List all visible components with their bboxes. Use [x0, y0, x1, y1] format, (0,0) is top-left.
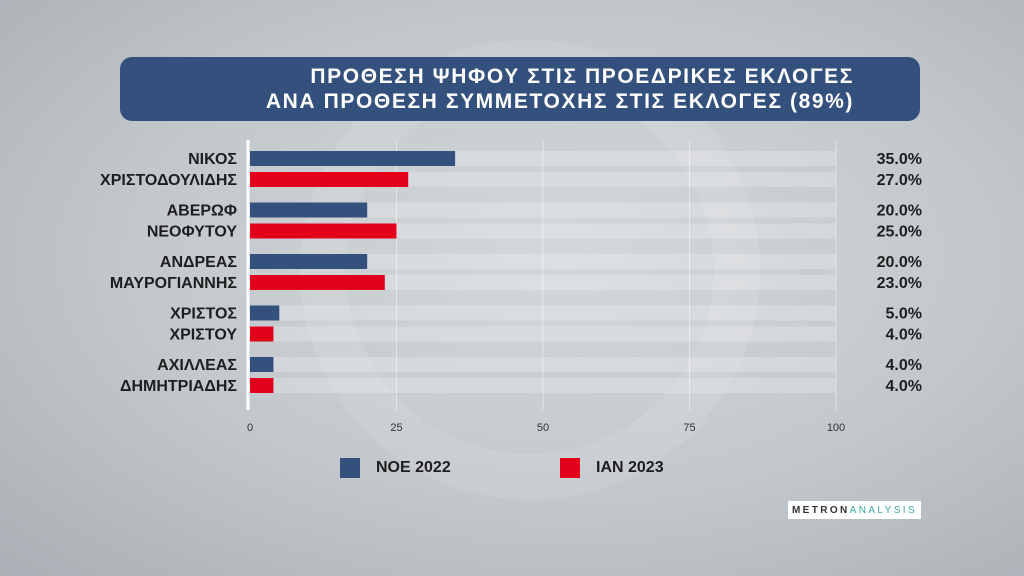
bar-series2 [250, 223, 397, 239]
x-tick-label: 75 [683, 422, 695, 434]
bar-track [250, 305, 836, 321]
bar-track [250, 378, 836, 393]
chart-title-box: ΠΡΟΘΕΣΗ ΨΗΦΟΥ ΣΤΙΣ ΠΡΟΕΔΡΙΚΕΣ ΕΚΛΟΓΕΣ ΑΝ… [120, 57, 920, 121]
x-tick-label: 50 [537, 422, 549, 434]
category-label: ΑΧΙΛΛΕΑΣ [157, 357, 237, 374]
category-label: ΝΕΟΦΥΤΟΥ [147, 224, 238, 241]
bar-track [250, 254, 836, 269]
bar-series1 [250, 357, 274, 372]
legend-item-series1: ΝΟΕ 2022 [340, 455, 451, 481]
legend-swatch-series2 [560, 458, 580, 478]
value-label: 23.0% [877, 275, 922, 292]
category-label: ΜΑΥΡΟΓΙΑΝΝΗΣ [110, 275, 238, 292]
legend-label-series1: ΝΟΕ 2022 [376, 459, 451, 476]
bar-series2 [250, 326, 274, 342]
bar-series2 [250, 172, 409, 187]
value-label: 4.0% [886, 327, 922, 344]
value-label: 20.0% [877, 203, 922, 220]
value-label: 20.0% [877, 254, 922, 271]
x-tick-label: 0 [247, 422, 253, 434]
bar-series2 [250, 275, 385, 290]
bar-series2 [250, 378, 274, 393]
bar-series1 [250, 254, 368, 269]
value-label: 4.0% [886, 357, 922, 374]
metron-analysis-logo: METRON ANALYSIS [788, 501, 921, 519]
category-label: ΧΡΙΣΤΟΣ [170, 306, 237, 323]
value-label: 25.0% [877, 224, 922, 241]
category-label: ΑΒΕΡΩΦ [167, 203, 237, 220]
legend-swatch-series1 [340, 458, 360, 478]
bar-track [250, 326, 836, 342]
chart-title-line1: ΠΡΟΘΕΣΗ ΨΗΦΟΥ ΣΤΙΣ ΠΡΟΕΔΡΙΚΕΣ ΕΚΛΟΓΕΣ [310, 65, 854, 88]
bar-series1 [250, 202, 368, 218]
category-label: ΑΝΔΡΕΑΣ [160, 254, 238, 271]
category-label: ΧΡΙΣΤΟΥ [169, 327, 237, 344]
value-label: 35.0% [877, 151, 922, 168]
value-label: 27.0% [877, 172, 922, 189]
value-label: 5.0% [886, 306, 922, 323]
bar-track [250, 275, 836, 290]
value-label: 4.0% [886, 378, 922, 395]
x-tick-label: 25 [390, 422, 402, 434]
bar-track [250, 202, 836, 218]
bar-series1 [250, 305, 280, 321]
legend-label-series2: ΙΑΝ 2023 [596, 459, 664, 476]
bar-track [250, 357, 836, 372]
bar-series1 [250, 151, 456, 166]
category-label: ΧΡΙΣΤΟΔΟΥΛΙΔΗΣ [100, 172, 237, 189]
category-label: ΔΗΜΗΤΡΙΑΔΗΣ [120, 378, 237, 395]
x-tick-label: 100 [827, 422, 845, 434]
chart-title-line2: ΑΝΑ ΠΡΟΘΕΣΗ ΣΥΜΜΕΤΟΧΗΣ ΣΤΙΣ ΕΚΛΟΓΕΣ (89%… [265, 90, 854, 113]
legend-item-series2: ΙΑΝ 2023 [560, 455, 664, 481]
category-label: ΝΙΚΟΣ [188, 151, 237, 168]
